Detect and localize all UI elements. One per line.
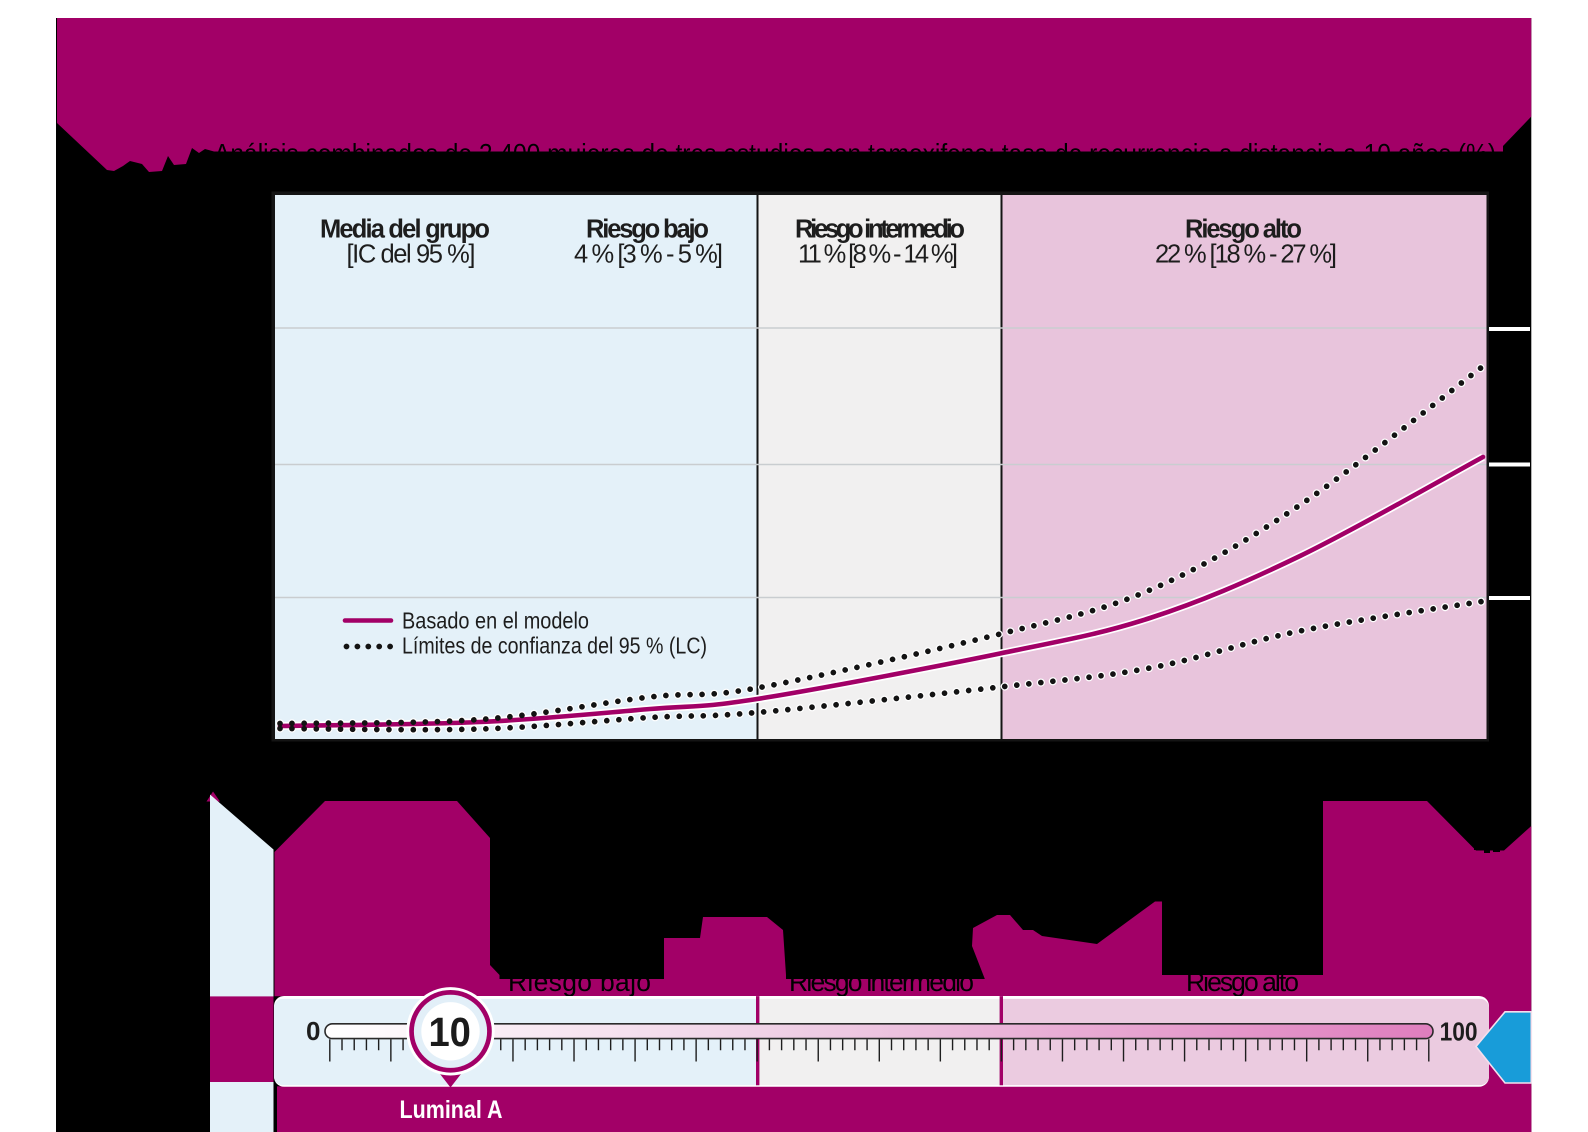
svg-text:Riesgo alto: Riesgo alto [1186,967,1299,997]
svg-text:Riesgo intermedio: Riesgo intermedio [789,967,974,997]
svg-text:Riesgo bajo: Riesgo bajo [586,216,709,244]
svg-text:Riesgo alto: Riesgo alto [1185,216,1302,244]
svg-text:[IC del 95 %]: [IC del 95 %] [347,241,476,269]
svg-text:Límites de confianza del 95 %: Límites de confianza del 95 % (LC) [402,633,707,659]
svg-text:4 % [3 % - 5 %]: 4 % [3 % - 5 %] [574,241,723,269]
svg-text:Riesgo bajo: Riesgo bajo [508,967,651,997]
svg-text:Análisis combinados de 2 400 m: Análisis combinados de 2 400 mujeres de … [214,139,1496,169]
svg-text:100: 100 [1440,1017,1478,1047]
svg-text:Media del grupo: Media del grupo [320,216,490,244]
svg-text:0: 0 [306,1016,320,1046]
svg-text:22 % [18 % - 27 %]: 22 % [18 % - 27 %] [1155,241,1337,269]
svg-text:Basado en el modelo: Basado en el modelo [402,608,589,634]
svg-text:Luminal A: Luminal A [400,1096,503,1124]
svg-text:10: 10 [428,1009,471,1055]
svg-text:Riesgo intermedio: Riesgo intermedio [795,216,965,244]
svg-text:11 % [8 % - 14 %]: 11 % [8 % - 14 %] [798,241,958,269]
